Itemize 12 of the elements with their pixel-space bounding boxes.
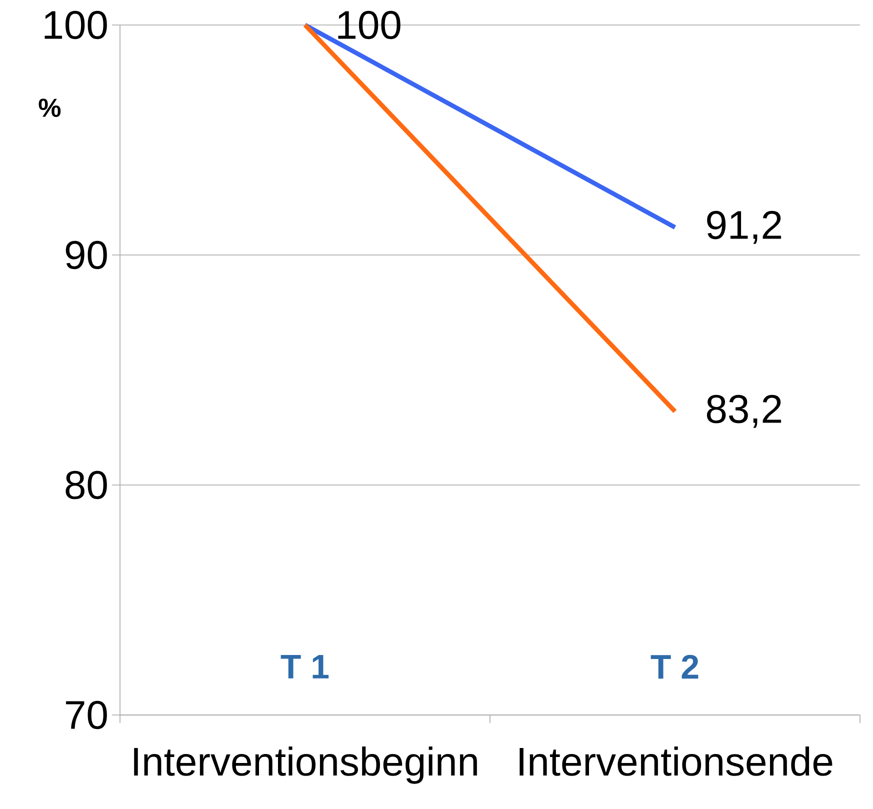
y-tick-label: 80: [66, 470, 107, 500]
x-tick-label: Interventionsbeginn: [134, 746, 477, 784]
y-tick-label: 100: [44, 10, 107, 40]
y-tick-label: 70: [66, 700, 107, 730]
y-axis-title: %: [38, 98, 61, 117]
data-label: 91,2: [707, 210, 782, 244]
data-label: 83,2: [706, 394, 782, 428]
data-label: 100: [338, 10, 400, 40]
annotation: T 2: [650, 654, 698, 679]
x-tick-label: Interventionsende: [520, 746, 832, 776]
annotation: T 1: [280, 654, 329, 678]
y-tick-label: 90: [66, 240, 107, 270]
